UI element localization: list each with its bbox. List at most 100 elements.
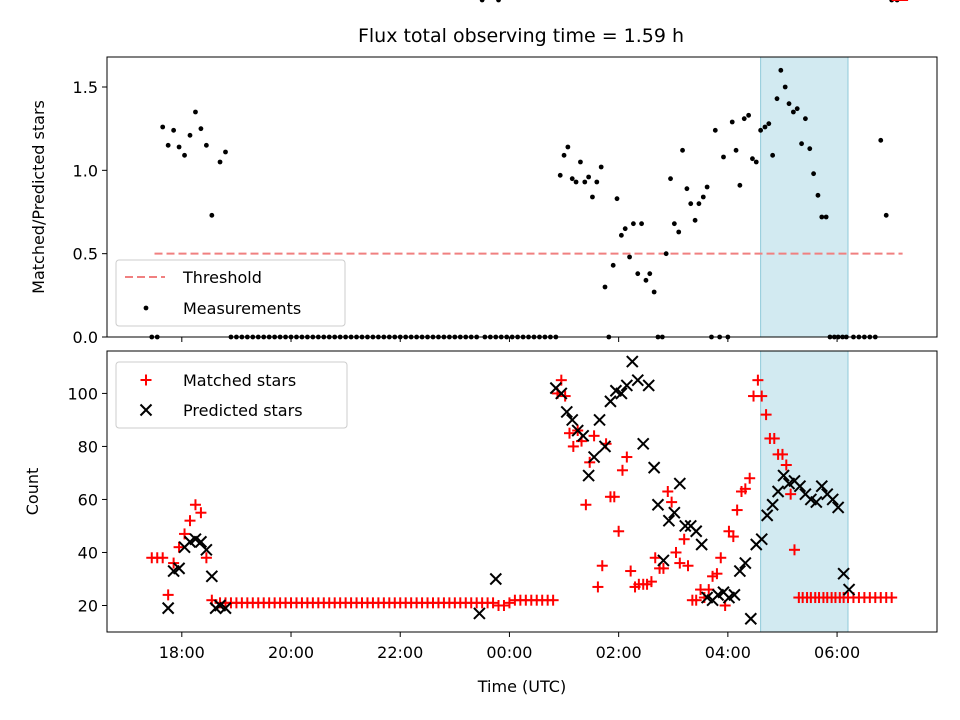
predicted-star-point [831, 501, 845, 514]
legend-threshold-label: Threshold [182, 268, 262, 287]
matched-star-point [670, 546, 682, 558]
x-tick-label: 00:00 [486, 643, 532, 662]
predicted-star-point [489, 572, 502, 586]
measurement-point [782, 84, 788, 90]
matched-star-point [711, 568, 723, 580]
matched-star-point [690, 594, 702, 606]
measurement-point [496, 0, 501, 3]
predicted-star-point [760, 509, 774, 522]
measurement-point [561, 152, 567, 158]
matched-star-point [625, 565, 637, 577]
measurement-point [618, 232, 624, 238]
count-x-axis: 18:00 20:00 22:00 00:00 02:00 04:00 06:00 [159, 632, 860, 662]
predicted-star-point [576, 429, 590, 443]
ratio-y-tick-label: 1.0 [73, 161, 98, 180]
measurement-point [758, 127, 764, 133]
matched-star-point [157, 552, 169, 564]
chart-title: Flux total observing time = 1.59 h [358, 25, 684, 47]
measurement-point [165, 142, 171, 148]
predicted-star-point [582, 469, 595, 482]
measurement-point [883, 212, 889, 218]
matched-star-point [621, 451, 633, 463]
measurement-point [712, 127, 718, 133]
ratio-y-axis: 0.0 0.5 1.0 1.5 [73, 78, 107, 347]
matched-star-point [678, 533, 690, 545]
matched-star-point [503, 597, 515, 609]
measurement-point [815, 192, 821, 198]
matched-star-point [744, 472, 756, 484]
measurement-point [182, 152, 187, 158]
matched-star-point [564, 427, 576, 439]
predicted-star-point [695, 538, 708, 551]
measurement-point [753, 159, 759, 165]
matched-star-point [588, 430, 600, 442]
predicted-star-point [810, 495, 823, 509]
predicted-star-point [631, 373, 644, 387]
measurement-point [569, 176, 575, 182]
predicted-star-point [651, 498, 665, 511]
measurement-point [786, 101, 792, 107]
matched-star-point [649, 552, 661, 564]
measurement-point [811, 171, 816, 177]
predicted-star-point [604, 395, 617, 408]
measurement-point [578, 159, 583, 165]
measurement-point [590, 194, 595, 200]
measurement-point [671, 221, 677, 227]
measurement-point [729, 119, 735, 125]
ratio-legend: Threshold Measurements [115, 259, 346, 327]
measurement-point [794, 106, 800, 112]
predicted-star-point [587, 450, 601, 464]
count-panel-frame [106, 350, 938, 633]
measurement-point [778, 67, 784, 73]
measurement-point [598, 164, 604, 170]
count-legend: Matched stars Predicted stars [115, 361, 348, 429]
measurement-point [774, 96, 780, 102]
predicted-star-point [728, 588, 741, 602]
measurement-point [819, 214, 825, 220]
measurement-point [668, 176, 673, 182]
matched-star-point [674, 557, 686, 569]
measurement-point [696, 201, 702, 207]
predicted-stars-points [161, 355, 856, 625]
measurement-point [684, 186, 690, 192]
ratio-y-tick-label: 0.5 [73, 245, 98, 264]
predicted-star-point [637, 437, 650, 450]
legend-plus-glyph [140, 374, 152, 386]
predicted-star-point [566, 413, 579, 427]
measurement-point [479, 0, 485, 3]
predicted-star-point [777, 469, 790, 482]
measurement-point [203, 142, 209, 148]
measurement-point [692, 217, 698, 223]
predicted-star-point [647, 461, 661, 474]
measurement-points [149, 0, 900, 340]
predicted-star-point [793, 479, 807, 493]
measurement-point [823, 214, 829, 220]
measurement-point [594, 179, 600, 185]
matched-stars-points [146, 0, 909, 611]
measurement-point [700, 194, 706, 200]
matched-star-point [487, 597, 499, 609]
measurement-point [766, 121, 772, 127]
matched-star-point [731, 504, 743, 516]
predicted-star-point [560, 405, 573, 419]
count-y-tick-label: 20 [78, 596, 98, 615]
observing-window-span-top [760, 56, 849, 338]
measurement-point [790, 109, 796, 115]
count-panel: 20 40 60 80 100 18:00 20:00 22:00 00:00 02:00 04:… [23, 0, 938, 696]
predicted-star-point [739, 556, 752, 570]
predicted-star-point [815, 479, 828, 493]
ratio-legend-box [115, 259, 346, 327]
predicted-star-point [598, 440, 612, 453]
measurement-point [741, 116, 747, 122]
measurement-point [663, 251, 669, 257]
x-tick-label: 06:00 [814, 643, 860, 662]
matched-star-point [886, 592, 898, 604]
ratio-y-tick-label: 1.5 [73, 78, 98, 97]
predicted-star-point [755, 533, 768, 546]
measurement-point [582, 179, 588, 185]
matched-star-point [547, 594, 559, 606]
legend-matched-label: Matched stars [183, 371, 296, 390]
legend-measurements-label: Measurements [183, 299, 301, 318]
predicted-star-point [679, 519, 692, 533]
predicted-star-point [200, 543, 213, 557]
